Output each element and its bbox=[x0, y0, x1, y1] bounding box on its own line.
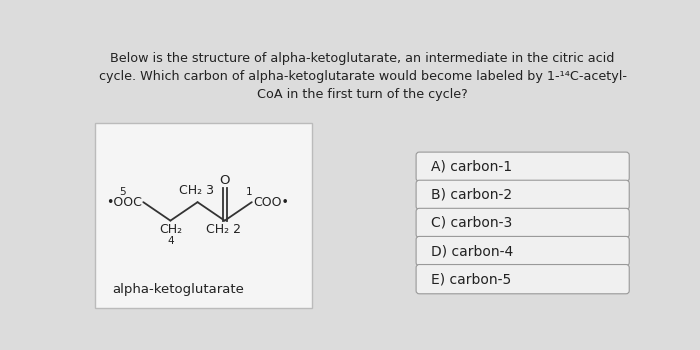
Text: COO•: COO• bbox=[253, 196, 289, 209]
FancyBboxPatch shape bbox=[416, 208, 629, 238]
Text: CH₂: CH₂ bbox=[160, 223, 183, 236]
Text: Below is the structure of alpha-ketoglutarate, an intermediate in the citric aci: Below is the structure of alpha-ketoglut… bbox=[111, 52, 615, 65]
Text: E) carbon-5: E) carbon-5 bbox=[430, 272, 511, 286]
FancyBboxPatch shape bbox=[416, 180, 629, 209]
Text: O: O bbox=[219, 174, 230, 187]
FancyBboxPatch shape bbox=[416, 265, 629, 294]
Text: B) carbon-2: B) carbon-2 bbox=[430, 188, 512, 202]
FancyBboxPatch shape bbox=[416, 152, 629, 181]
Text: CH₂ 2: CH₂ 2 bbox=[206, 223, 242, 236]
Text: A) carbon-1: A) carbon-1 bbox=[430, 160, 512, 174]
Text: •OOC: •OOC bbox=[106, 196, 141, 209]
Text: cycle. Which carbon of alpha-ketoglutarate would become labeled by 1-¹⁴C-acetyl-: cycle. Which carbon of alpha-ketoglutara… bbox=[99, 70, 626, 83]
Text: CH₂ 3: CH₂ 3 bbox=[179, 184, 214, 197]
Text: D) carbon-4: D) carbon-4 bbox=[430, 244, 513, 258]
FancyBboxPatch shape bbox=[416, 237, 629, 266]
Text: C) carbon-3: C) carbon-3 bbox=[430, 216, 512, 230]
Text: 5: 5 bbox=[119, 187, 126, 197]
Text: 4: 4 bbox=[168, 236, 174, 246]
FancyBboxPatch shape bbox=[95, 123, 312, 308]
Text: CoA in the first turn of the cycle?: CoA in the first turn of the cycle? bbox=[258, 88, 468, 101]
Text: 1: 1 bbox=[246, 187, 252, 197]
Text: alpha-ketoglutarate: alpha-ketoglutarate bbox=[112, 284, 244, 296]
